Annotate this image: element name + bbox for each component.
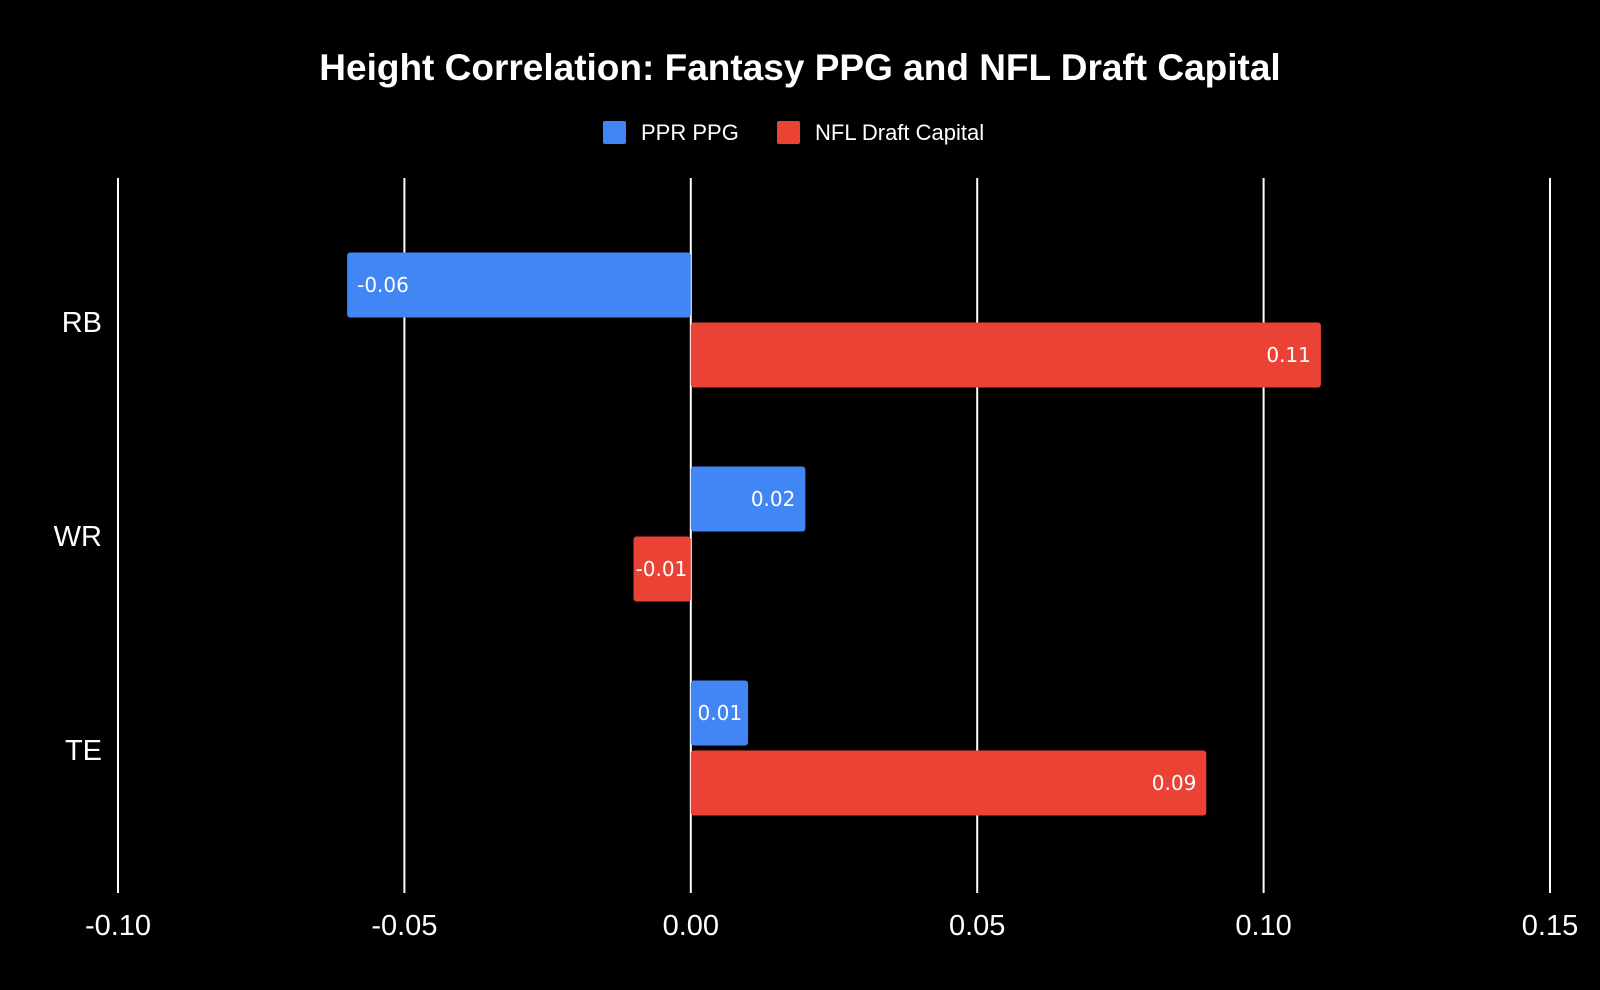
- bar-nfl-draft-capital-wr: [633, 536, 691, 602]
- legend-label-nfl-draft-capital: NFL Draft Capital: [815, 120, 984, 145]
- chart-title: Height Correlation: Fantasy PPG and NFL …: [319, 47, 1280, 88]
- x-tick-label: 0.00: [663, 910, 719, 942]
- data-label: 0.09: [1152, 771, 1197, 795]
- bar-ppr-ppg-te: [690, 680, 749, 746]
- data-label: 0.02: [751, 487, 796, 511]
- x-tick-label: 0.15: [1522, 910, 1578, 942]
- x-axis-tick-labels: -0.10 -0.05 0.00 0.05 0.10 0.15: [85, 910, 1578, 942]
- legend-swatch-nfl-draft-capital: [777, 121, 800, 144]
- category-label-te: TE: [65, 735, 102, 767]
- legend-swatch-ppr-ppg: [603, 121, 626, 144]
- legend-label-ppr-ppg: PPR PPG: [641, 120, 739, 145]
- data-label: -0.06: [357, 273, 409, 297]
- x-tick-label: -0.05: [371, 910, 437, 942]
- x-tick-label: 0.05: [949, 910, 1005, 942]
- bar-nfl-draft-capital-rb: [690, 322, 1321, 388]
- x-tick-label: -0.10: [85, 910, 151, 942]
- legend: PPR PPG NFL Draft Capital: [603, 120, 984, 145]
- data-label: 0.01: [698, 701, 743, 725]
- data-label: 0.11: [1266, 343, 1311, 367]
- category-labels: RB WR TE: [54, 307, 102, 767]
- bars: [347, 252, 1321, 816]
- bar-ppr-ppg-wr: [690, 466, 806, 532]
- bar-nfl-draft-capital-te: [690, 750, 1207, 816]
- data-label: -0.01: [636, 557, 688, 581]
- x-tick-label: 0.10: [1235, 910, 1291, 942]
- data-labels: -0.06 0.11 0.02 -0.01 0.01 0.09: [357, 273, 1311, 795]
- category-label-wr: WR: [54, 521, 102, 553]
- category-label-rb: RB: [62, 307, 102, 339]
- bar-ppr-ppg-rb: [347, 252, 691, 318]
